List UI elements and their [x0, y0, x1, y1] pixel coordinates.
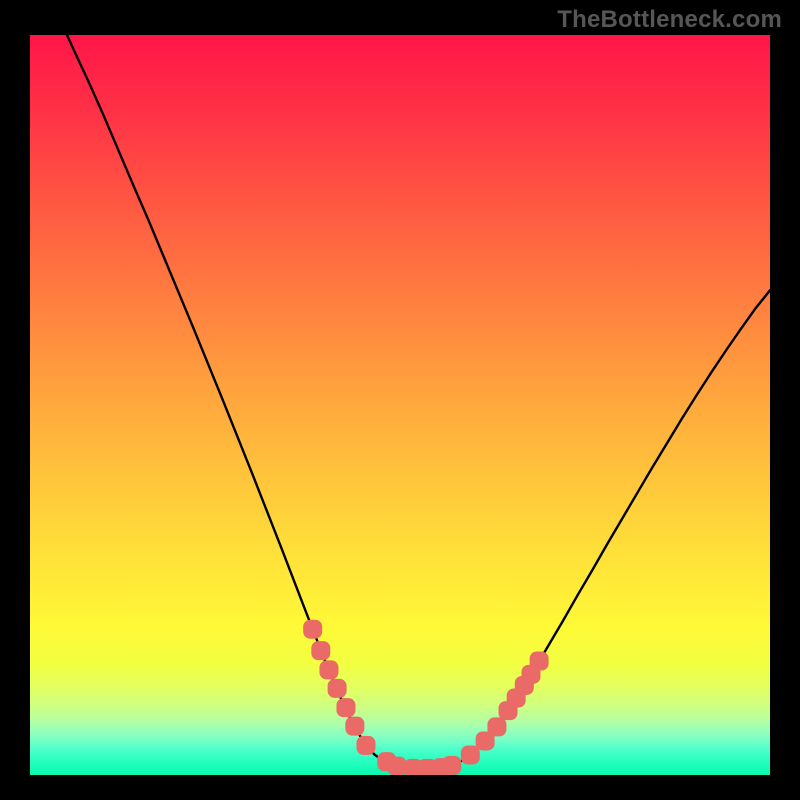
marker-point	[530, 652, 549, 671]
marker-point	[388, 757, 407, 775]
chart-background	[30, 35, 770, 775]
marker-point	[461, 746, 480, 765]
chart-plot-area	[30, 35, 770, 775]
marker-point	[328, 679, 347, 698]
marker-point	[487, 717, 506, 736]
marker-point	[345, 717, 364, 736]
chart-canvas: TheBottleneck.com	[0, 0, 800, 800]
watermark-text: TheBottleneck.com	[557, 6, 782, 34]
marker-point	[356, 736, 375, 755]
marker-point	[336, 698, 355, 717]
chart-svg	[30, 35, 770, 775]
marker-point	[311, 641, 330, 660]
marker-point	[303, 620, 322, 639]
marker-point	[442, 756, 461, 775]
marker-point	[319, 660, 338, 679]
